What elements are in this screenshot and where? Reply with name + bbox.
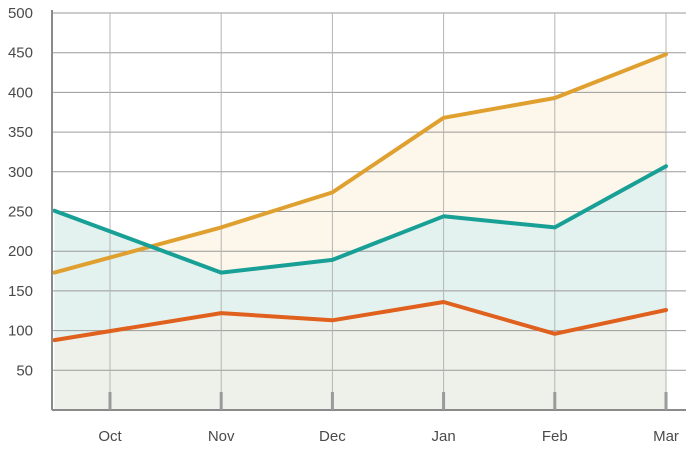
area-fills [54,54,666,411]
y-tick-label: 450 [8,45,33,62]
x-tick-label: Feb [542,428,568,445]
x-tick-label: Dec [319,428,346,445]
y-tick-label: 350 [8,124,33,141]
series-line-1 [52,52,668,275]
y-tick-label: 150 [8,283,33,300]
x-tick-label: Jan [432,428,456,445]
x-axis-tick-labels: Oct Nov Dec Jan Feb Mar [98,428,679,445]
x-tick-label: Nov [208,428,235,445]
y-tick-label: 300 [8,164,33,181]
axes [51,10,686,411]
y-tick-label: 500 [8,5,33,22]
series-lines [52,52,668,343]
grid-lines [52,12,686,410]
y-tick-label: 200 [8,243,33,260]
x-tick-label: Oct [98,428,122,445]
y-tick-label: 250 [8,204,33,221]
area-fill-series-3 [54,302,666,410]
y-tick-label: 400 [8,84,33,101]
y-axis-tick-labels: 50 100 150 200 250 300 350 400 450 500 [8,5,33,379]
series-line-2 [52,164,668,275]
y-tick-label: 100 [8,323,33,340]
series-line-3 [52,300,668,343]
y-tick-label: 50 [16,362,33,379]
x-tick-label: Mar [653,428,679,445]
